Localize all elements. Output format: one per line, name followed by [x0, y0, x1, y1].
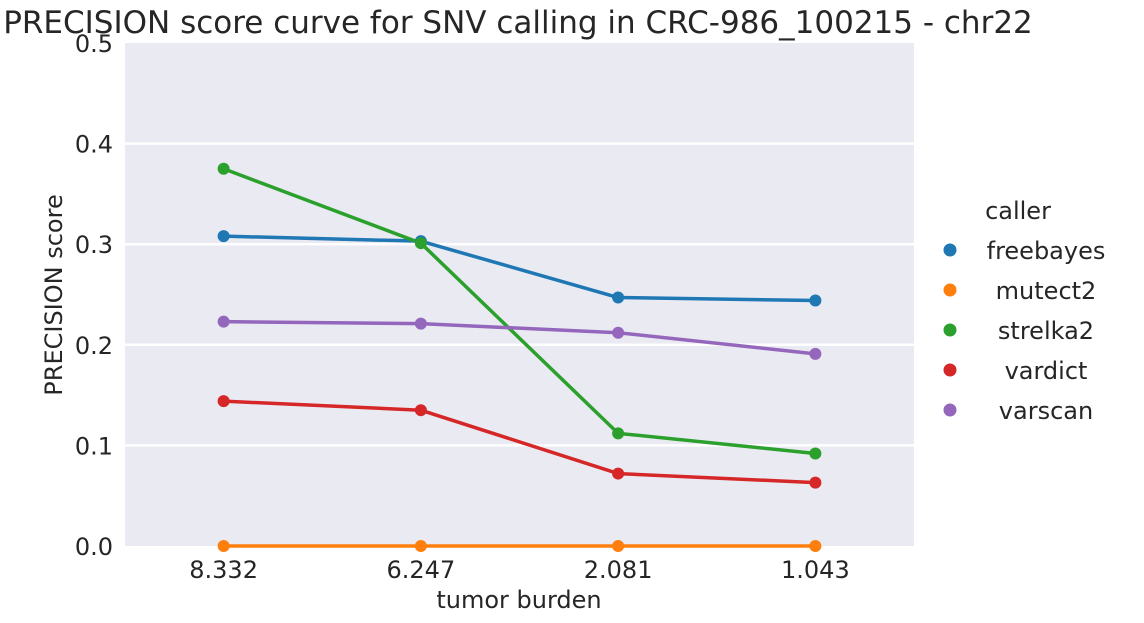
point-freebayes	[809, 294, 822, 307]
legend-label-strelka2: strelka2	[998, 317, 1094, 345]
point-freebayes	[217, 230, 230, 243]
plot-area	[125, 43, 914, 546]
y-tick-label: 0.5	[75, 30, 113, 58]
legend-marker-varscan	[943, 403, 957, 417]
point-strelka2	[414, 237, 427, 250]
y-tick-label: 0.0	[75, 533, 113, 561]
y-tick-labels: 0.0 0.1 0.2 0.3 0.4 0.5	[75, 30, 113, 561]
point-mutect2	[414, 540, 427, 552]
y-tick-label: 0.4	[75, 131, 113, 159]
series-line-strelka2	[223, 167, 816, 456]
y-tick-label: 0.3	[75, 231, 113, 259]
series-line-vardict	[223, 399, 816, 485]
point-freebayes	[612, 291, 625, 304]
x-tick-label: 2.081	[584, 556, 653, 584]
point-strelka2	[809, 447, 822, 460]
legend: caller freebayes mutect2 strelka2 vardict va…	[943, 197, 1106, 425]
legend-marker-mutect2	[943, 283, 957, 297]
legend-marker-strelka2	[943, 323, 957, 337]
x-axis-label: tumor burden	[436, 586, 601, 614]
x-tick-label: 6.247	[387, 556, 456, 584]
legend-title: caller	[985, 197, 1051, 225]
series-group	[217, 162, 822, 552]
legend-label-varscan: varscan	[999, 397, 1093, 425]
y-tick-label: 0.1	[75, 432, 113, 460]
point-varscan	[612, 326, 625, 339]
y-tick-label: 0.2	[75, 332, 113, 360]
legend-label-mutect2: mutect2	[996, 277, 1097, 305]
point-mutect2	[809, 540, 822, 552]
x-tick-label: 8.332	[189, 556, 258, 584]
series-line-freebayes	[223, 234, 816, 303]
point-mutect2	[612, 540, 625, 552]
point-strelka2	[217, 162, 230, 175]
point-varscan	[414, 317, 427, 330]
x-tick-labels: 8.332 6.247 2.081 1.043	[189, 556, 849, 584]
legend-marker-freebayes	[943, 243, 957, 257]
point-strelka2	[612, 427, 625, 440]
x-tick-label: 1.043	[781, 556, 850, 584]
point-vardict	[414, 404, 427, 417]
legend-label-vardict: vardict	[1005, 357, 1088, 385]
legend-label-freebayes: freebayes	[987, 237, 1106, 265]
series-line-varscan	[223, 319, 816, 356]
point-vardict	[217, 395, 230, 408]
point-mutect2	[217, 540, 230, 552]
legend-marker-vardict	[943, 363, 957, 377]
point-vardict	[612, 467, 625, 480]
point-varscan	[217, 315, 230, 328]
grid-lines	[125, 142, 914, 447]
chart-title: PRECISION score curve for SNV calling in…	[3, 5, 1033, 41]
point-vardict	[809, 476, 822, 489]
y-axis-label: PRECISION score	[40, 194, 68, 395]
point-varscan	[809, 347, 822, 360]
